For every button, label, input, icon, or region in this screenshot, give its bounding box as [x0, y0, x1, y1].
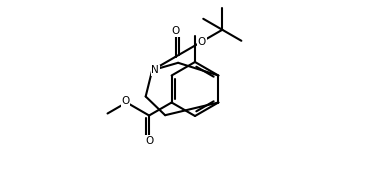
Text: N: N	[151, 65, 159, 75]
Text: O: O	[171, 26, 180, 36]
Text: O: O	[145, 135, 153, 145]
Text: O: O	[198, 37, 206, 47]
Text: O: O	[121, 96, 130, 106]
